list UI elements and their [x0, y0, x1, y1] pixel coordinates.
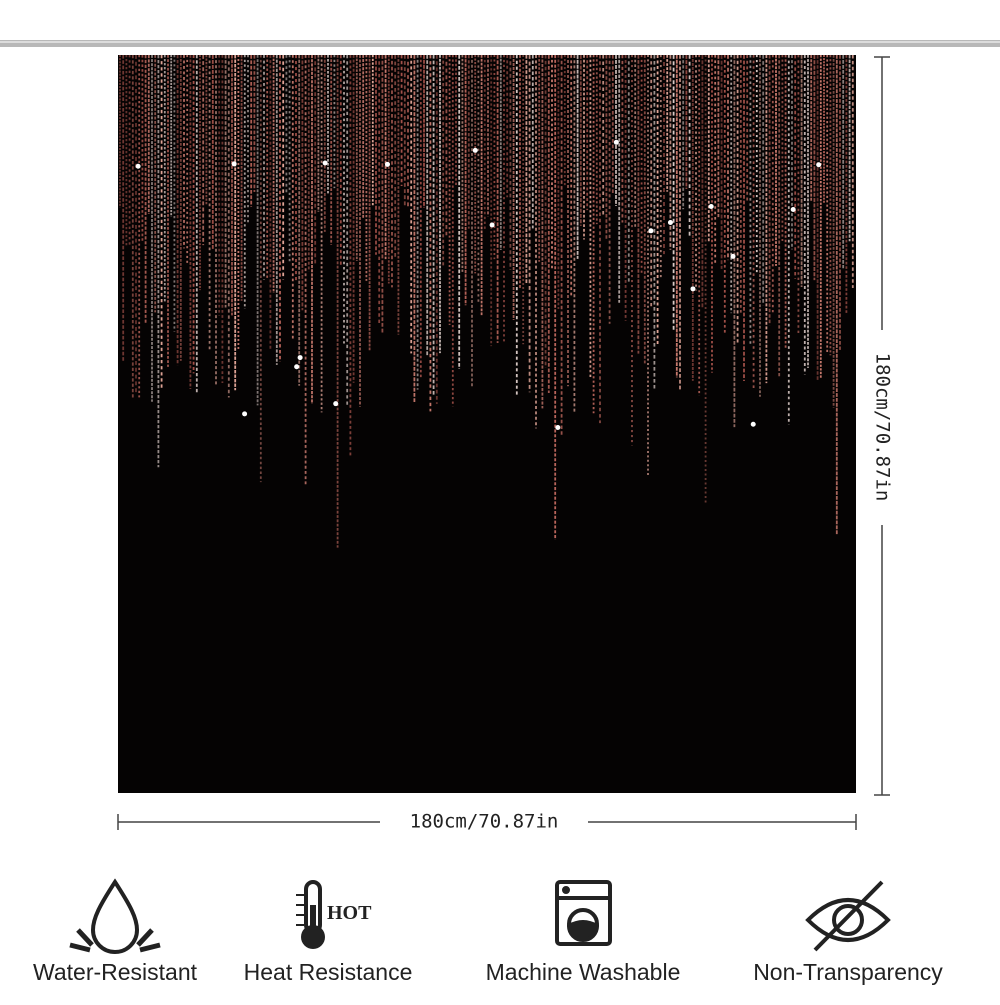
- eye-icon: [805, 880, 891, 952]
- sparkle: [816, 162, 822, 168]
- sparkle: [333, 401, 339, 407]
- glitter-strands: [119, 55, 854, 548]
- sparkle: [648, 228, 654, 234]
- feature-label: Machine Washable: [486, 959, 681, 985]
- thermometer-icon: [296, 880, 325, 949]
- washer-icon: [555, 880, 612, 946]
- sparkle: [322, 160, 328, 166]
- sparkle: [135, 163, 141, 169]
- sparkle: [708, 203, 714, 209]
- hot-label: HOT: [327, 902, 372, 924]
- curtain-rod: [0, 40, 1000, 47]
- width-dimension: [117, 814, 857, 830]
- curtain: [118, 55, 856, 793]
- sparkle: [472, 147, 478, 153]
- feature-label: Water-Resistant: [33, 959, 198, 985]
- sparkle: [555, 424, 561, 430]
- sparkle: [667, 220, 673, 226]
- sparkle: [613, 139, 619, 145]
- sparkle: [730, 253, 736, 259]
- sparkle: [242, 411, 248, 417]
- sparkle: [750, 421, 756, 427]
- sparkle: [297, 355, 303, 361]
- height-dimension: [874, 56, 890, 796]
- height-label: 180cm/70.87in: [872, 353, 894, 502]
- sparkle: [384, 161, 390, 167]
- sparkle: [231, 161, 237, 167]
- width-label: 180cm/70.87in: [410, 811, 559, 833]
- feature-label: Heat Resistance: [244, 959, 413, 985]
- sparkle: [790, 207, 796, 213]
- sparkle: [489, 222, 495, 228]
- sparkle: [294, 364, 300, 370]
- sparkle: [690, 286, 696, 292]
- feature-label: Non-Transparency: [753, 959, 943, 985]
- water-icon: [69, 878, 161, 954]
